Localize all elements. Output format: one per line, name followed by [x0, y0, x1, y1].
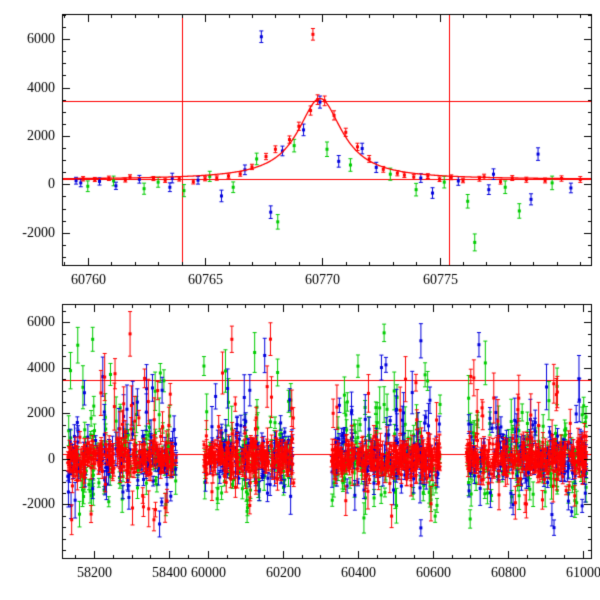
light-curve-page: [0, 0, 600, 600]
light-curve-figure: [0, 0, 600, 600]
